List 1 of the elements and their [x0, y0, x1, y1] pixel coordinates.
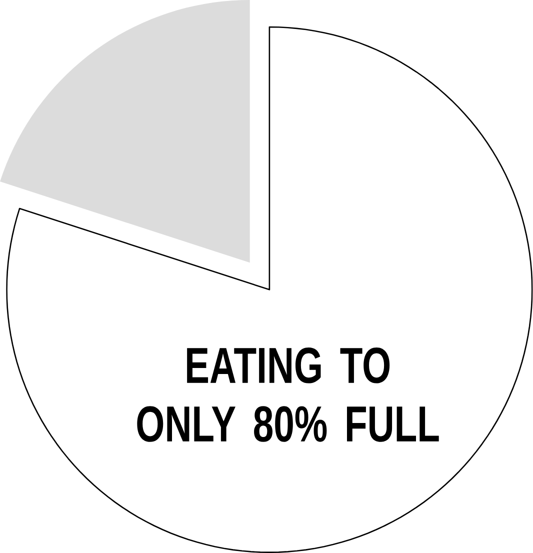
text: EATING TO ONLY 80% FULL — [137, 348, 439, 442]
